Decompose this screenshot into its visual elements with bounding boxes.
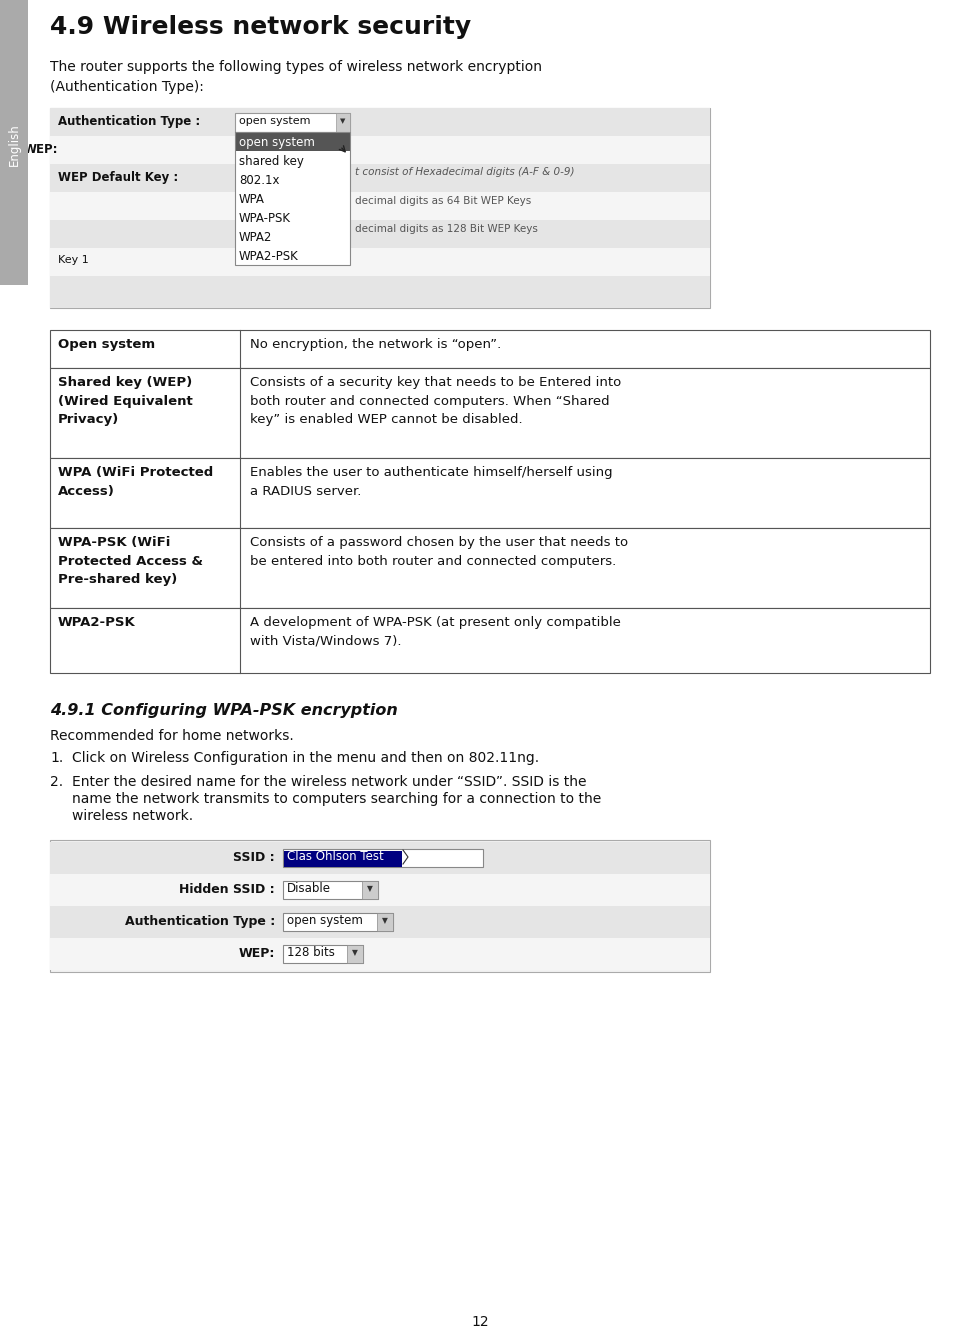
Text: A development of WPA-PSK (at present only compatible
with Vista/Windows 7).: A development of WPA-PSK (at present onl… bbox=[250, 616, 621, 648]
Bar bbox=[50, 164, 710, 192]
Text: WPA-PSK (WiFi
Protected Access &
Pre-shared key): WPA-PSK (WiFi Protected Access & Pre-sha… bbox=[58, 536, 203, 586]
Text: English: English bbox=[8, 123, 20, 166]
Text: 128 bits: 128 bits bbox=[287, 945, 335, 959]
Text: 4.9 Wireless network security: 4.9 Wireless network security bbox=[50, 15, 471, 39]
Bar bbox=[50, 330, 930, 367]
Text: 1.: 1. bbox=[50, 751, 63, 764]
Text: Disable: Disable bbox=[287, 882, 331, 894]
Bar bbox=[50, 248, 710, 276]
Bar bbox=[235, 131, 350, 152]
Text: WPA2-PSK: WPA2-PSK bbox=[58, 616, 135, 629]
Bar bbox=[235, 227, 350, 245]
Bar bbox=[362, 881, 378, 898]
Text: open system: open system bbox=[239, 135, 315, 149]
Text: Hidden SSID :: Hidden SSID : bbox=[180, 882, 275, 896]
Bar bbox=[235, 189, 350, 208]
Bar bbox=[347, 945, 363, 963]
Bar bbox=[50, 528, 930, 607]
Text: name the network transmits to computers searching for a connection to the: name the network transmits to computers … bbox=[72, 793, 601, 806]
Bar bbox=[377, 913, 393, 931]
Bar bbox=[50, 276, 710, 308]
Text: Authentication Type :: Authentication Type : bbox=[58, 115, 201, 127]
Bar bbox=[50, 192, 710, 220]
Text: open system: open system bbox=[287, 915, 363, 927]
Bar bbox=[283, 913, 393, 931]
Text: Consists of a password chosen by the user that needs to
be entered into both rou: Consists of a password chosen by the use… bbox=[250, 536, 628, 567]
Bar bbox=[50, 874, 710, 907]
Text: Key 1: Key 1 bbox=[58, 255, 88, 266]
Text: WEP Default Key :: WEP Default Key : bbox=[58, 172, 179, 184]
Bar bbox=[284, 852, 402, 868]
Bar bbox=[50, 109, 710, 135]
Bar bbox=[50, 109, 710, 308]
Text: Enter the desired name for the wireless network under “SSID”. SSID is the: Enter the desired name for the wireless … bbox=[72, 775, 587, 789]
Text: No encryption, the network is “open”.: No encryption, the network is “open”. bbox=[250, 338, 501, 351]
Bar bbox=[50, 459, 930, 528]
Text: decimal digits as 128 Bit WEP Keys: decimal digits as 128 Bit WEP Keys bbox=[355, 224, 538, 233]
Text: Authentication Type :: Authentication Type : bbox=[125, 915, 275, 928]
Text: Enables the user to authenticate himself/herself using
a RADIUS server.: Enables the user to authenticate himself… bbox=[250, 467, 612, 498]
Text: Click on Wireless Configuration in the menu and then on 802.11ng.: Click on Wireless Configuration in the m… bbox=[72, 751, 540, 764]
Bar bbox=[283, 945, 363, 963]
Text: t consist of Hexadecimal digits (A-F & 0-9): t consist of Hexadecimal digits (A-F & 0… bbox=[355, 168, 574, 177]
Bar bbox=[283, 881, 378, 898]
Text: WEP:: WEP: bbox=[239, 947, 275, 960]
Text: WPA2: WPA2 bbox=[239, 231, 273, 244]
Bar bbox=[235, 131, 350, 266]
Text: Shared key (WEP)
(Wired Equivalent
Privacy): Shared key (WEP) (Wired Equivalent Priva… bbox=[58, 375, 193, 426]
Bar bbox=[50, 367, 930, 459]
Text: 4.9.1 Configuring WPA-PSK encryption: 4.9.1 Configuring WPA-PSK encryption bbox=[50, 703, 397, 717]
Bar bbox=[50, 839, 710, 972]
Bar bbox=[50, 135, 710, 164]
Text: Recommended for home networks.: Recommended for home networks. bbox=[50, 730, 294, 743]
Bar bbox=[283, 849, 483, 868]
Bar bbox=[235, 152, 350, 170]
Text: Consists of a security key that needs to be Entered into
both router and connect: Consists of a security key that needs to… bbox=[250, 375, 621, 426]
Text: decimal digits as 64 Bit WEP Keys: decimal digits as 64 Bit WEP Keys bbox=[355, 196, 531, 207]
Bar bbox=[50, 937, 710, 970]
Bar bbox=[235, 245, 350, 266]
Text: wireless network.: wireless network. bbox=[72, 809, 193, 823]
Bar bbox=[0, 0, 28, 286]
Text: 2.: 2. bbox=[50, 775, 63, 789]
Bar bbox=[50, 220, 710, 248]
Text: Open system: Open system bbox=[58, 338, 156, 351]
Text: shared key: shared key bbox=[239, 156, 304, 168]
Text: 802.1x: 802.1x bbox=[239, 174, 279, 186]
Bar bbox=[50, 907, 710, 937]
Bar bbox=[235, 208, 350, 227]
Text: Clas Ohlson Test: Clas Ohlson Test bbox=[287, 850, 384, 864]
Bar bbox=[50, 607, 930, 673]
Bar bbox=[235, 113, 350, 131]
Bar bbox=[235, 170, 350, 189]
Text: ▼: ▼ bbox=[382, 916, 388, 925]
Text: SSID :: SSID : bbox=[233, 852, 275, 864]
Text: ▼: ▼ bbox=[352, 948, 358, 957]
Bar bbox=[50, 842, 710, 874]
Text: WPA: WPA bbox=[239, 193, 265, 207]
Text: WPA-PSK: WPA-PSK bbox=[239, 212, 291, 225]
Text: The router supports the following types of wireless network encryption
(Authenti: The router supports the following types … bbox=[50, 60, 542, 94]
Text: open system: open system bbox=[239, 117, 310, 126]
Text: WPA (WiFi Protected
Access): WPA (WiFi Protected Access) bbox=[58, 467, 213, 498]
Text: ▼: ▼ bbox=[340, 118, 346, 123]
Text: 12: 12 bbox=[471, 1316, 489, 1329]
Text: ▼: ▼ bbox=[367, 884, 372, 893]
Text: WPA2-PSK: WPA2-PSK bbox=[239, 249, 299, 263]
Bar bbox=[336, 113, 350, 131]
Text: WEP:: WEP: bbox=[23, 143, 58, 156]
